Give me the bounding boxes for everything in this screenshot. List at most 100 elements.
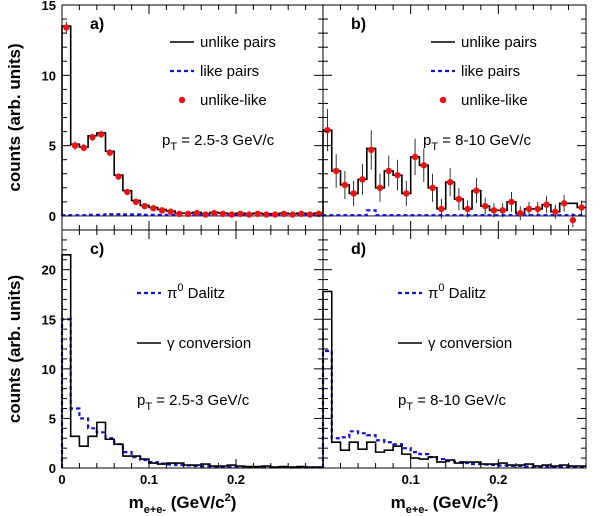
legend-text-main: conversion	[436, 335, 513, 352]
data-point	[298, 210, 305, 218]
legend-prefix: γ	[428, 335, 436, 352]
y-tick-label: 10	[42, 362, 56, 377]
data-point	[97, 131, 105, 138]
series-unlike-pairs	[61, 25, 323, 216]
x-axis-title-end: )	[231, 493, 237, 512]
data-point	[350, 190, 357, 197]
panels: 0 5 10 15 counts (arb. units) a) unlike pairs l…	[5, 0, 587, 516]
legend: unlike pairs like pairs unlike-like	[170, 34, 276, 109]
legend-label: unlike-like	[461, 92, 528, 109]
data-point	[420, 162, 428, 169]
pt-label-rest: = 8-10 GeV/c	[413, 392, 506, 409]
x-tick-label: 0.1	[402, 472, 420, 487]
data-point	[525, 205, 533, 213]
data-point	[184, 210, 192, 218]
data-point	[394, 171, 401, 179]
pt-label: pT = 2.5-3 GeV/c	[137, 392, 250, 413]
histogram-line	[321, 349, 586, 469]
x-tick-label: 0	[58, 472, 65, 487]
data-point	[115, 173, 122, 180]
data-point	[150, 205, 157, 212]
data-point	[455, 195, 463, 203]
pt-label-main: p	[137, 392, 145, 409]
data-point	[271, 211, 279, 218]
legend-prefix: π	[167, 285, 177, 302]
data-point	[124, 188, 131, 196]
panel-label: b)	[351, 16, 366, 33]
data-point	[71, 142, 79, 149]
pt-label-rest: = 8-10 GeV/c	[438, 132, 531, 149]
y-tick-label: 0	[49, 209, 56, 224]
data-point	[332, 167, 340, 175]
legend-label: unlike pairs	[200, 34, 276, 51]
data-point	[315, 210, 322, 218]
y-tick-label: 5	[49, 139, 56, 154]
x-axis-title-sub: e+e-	[144, 504, 167, 516]
data-point	[473, 187, 480, 194]
legend-label: like pairs	[200, 63, 259, 80]
legend: π0 Dalitz γ conversion	[398, 282, 512, 352]
data-point	[552, 208, 559, 215]
y-axis-title: counts (arb. units)	[5, 43, 24, 191]
pt-label-rest: = 2.5-3 GeV/c	[177, 132, 275, 149]
panel-d: 0.1 0.2 me+e- (GeV/c2) d) π0 Dalitz γ convers…	[321, 229, 587, 516]
y-tick-label: 15	[42, 312, 56, 327]
data-point	[560, 200, 568, 207]
data-point	[202, 211, 209, 218]
legend-label: γ conversion	[167, 335, 251, 352]
data-point	[211, 209, 218, 217]
y-tick-label: 20	[42, 263, 56, 278]
series-Dalitz	[321, 349, 586, 469]
panel-a: 0 5 10 15 counts (arb. units) a) unlike pairs l…	[5, 0, 324, 231]
data-point	[490, 207, 498, 214]
data-point	[534, 205, 541, 213]
legend-prefix: γ	[167, 335, 175, 352]
data-point	[289, 211, 296, 218]
data-point	[411, 153, 419, 161]
data-point	[508, 198, 515, 206]
x-axis-title-main: m	[129, 493, 144, 512]
x-tick-label: 0.2	[489, 472, 507, 487]
data-point	[89, 133, 96, 141]
pt-label-main: p	[423, 132, 431, 149]
x-axis-title-sup: 2	[225, 492, 231, 504]
legend-marker	[439, 96, 447, 104]
data-point	[429, 184, 436, 192]
legend-text-main: Dalitz	[444, 285, 486, 302]
x-axis-title-rest: (GeV/c	[166, 493, 225, 512]
data-point	[438, 205, 445, 213]
data-point	[543, 201, 550, 208]
data-point	[158, 207, 166, 214]
data-point	[219, 210, 227, 218]
legend-label: γ conversion	[428, 335, 512, 352]
data-point	[569, 216, 577, 224]
x-axis-title-end: )	[493, 493, 499, 512]
series-conversion	[322, 290, 586, 468]
x-axis-title-rest: (GeV/c	[428, 493, 487, 512]
panel-b: b) unlike pairs like pairs unlike-like pT = …	[321, 4, 587, 231]
legend-label: unlike pairs	[461, 34, 537, 51]
data-point	[245, 211, 253, 218]
data-point	[499, 207, 506, 214]
pt-label-sub: T	[406, 401, 413, 413]
legend-label: π0 Dalitz	[167, 282, 225, 302]
data-point	[193, 209, 201, 217]
data-point	[446, 178, 454, 186]
panel-label: d)	[351, 241, 366, 258]
x-axis-title-sub: e+e-	[406, 504, 429, 516]
pt-label: pT = 2.5-3 GeV/c	[162, 132, 275, 153]
pt-label-sub: T	[145, 401, 152, 413]
histogram-line	[61, 25, 323, 216]
legend-text-main: Dalitz	[183, 285, 225, 302]
legend: π0 Dalitz γ conversion	[137, 282, 251, 352]
data-point	[324, 126, 331, 134]
legend-label: like pairs	[461, 63, 520, 80]
histogram-line	[322, 290, 586, 468]
y-tick-label: 5	[49, 411, 56, 426]
data-point	[141, 202, 148, 210]
legend-text-main: conversion	[175, 335, 252, 352]
legend: unlike pairs like pairs unlike-like	[431, 34, 537, 109]
x-tick-label: 0.2	[227, 472, 245, 487]
data-point	[578, 204, 585, 211]
pt-label-sub: T	[170, 141, 177, 153]
